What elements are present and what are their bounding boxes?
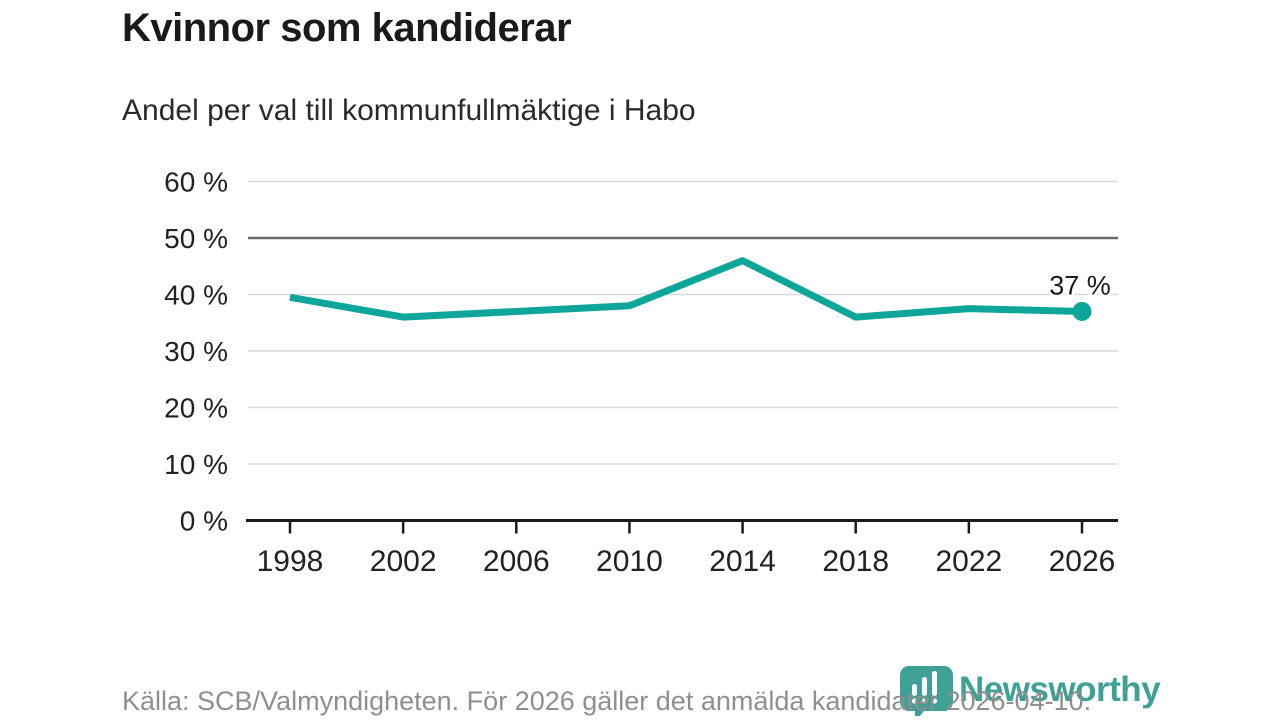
- y-tick-label: 50 %: [164, 223, 228, 254]
- y-tick-label: 10 %: [164, 449, 228, 480]
- x-tick-label: 2026: [1049, 545, 1116, 578]
- end-value-label: 37 %: [1049, 270, 1111, 300]
- y-tick-label: 0 %: [180, 506, 228, 537]
- chart-subtitle: Andel per val till kommunfullmäktige i H…: [122, 94, 696, 127]
- x-tick-label: 2022: [935, 545, 1002, 578]
- line-chart: 0 % 10 % 20 % 30 % 40 % 50 % 60 % 1998 2002 2006 2…: [164, 167, 1118, 578]
- page-title: Kvinnor som kandiderar: [122, 6, 572, 50]
- x-tick-label: 2010: [596, 545, 663, 578]
- newsworthy-logo: Newsworthy: [897, 664, 1161, 716]
- source-text: Källa: SCB/Valmyndigheten. För 2026 gäll…: [122, 686, 1092, 716]
- x-tick-label: 2014: [709, 545, 776, 578]
- newsworthy-logo-icon: [900, 666, 953, 716]
- x-tick-label: 1998: [257, 545, 324, 578]
- y-tick-label: 20 %: [164, 393, 228, 424]
- y-tick-label: 40 %: [164, 280, 228, 311]
- x-tick-label: 2002: [370, 545, 437, 578]
- newsworthy-wordmark: Newsworthy: [959, 670, 1161, 709]
- x-tick-label: 2006: [483, 545, 550, 578]
- y-tick-label: 60 %: [164, 167, 228, 198]
- data-line: [289, 257, 1083, 321]
- y-tick-label: 30 %: [164, 336, 228, 367]
- logo-bars: [911, 671, 938, 704]
- x-tick-label: 2018: [822, 545, 889, 578]
- end-point-marker: [1072, 301, 1092, 321]
